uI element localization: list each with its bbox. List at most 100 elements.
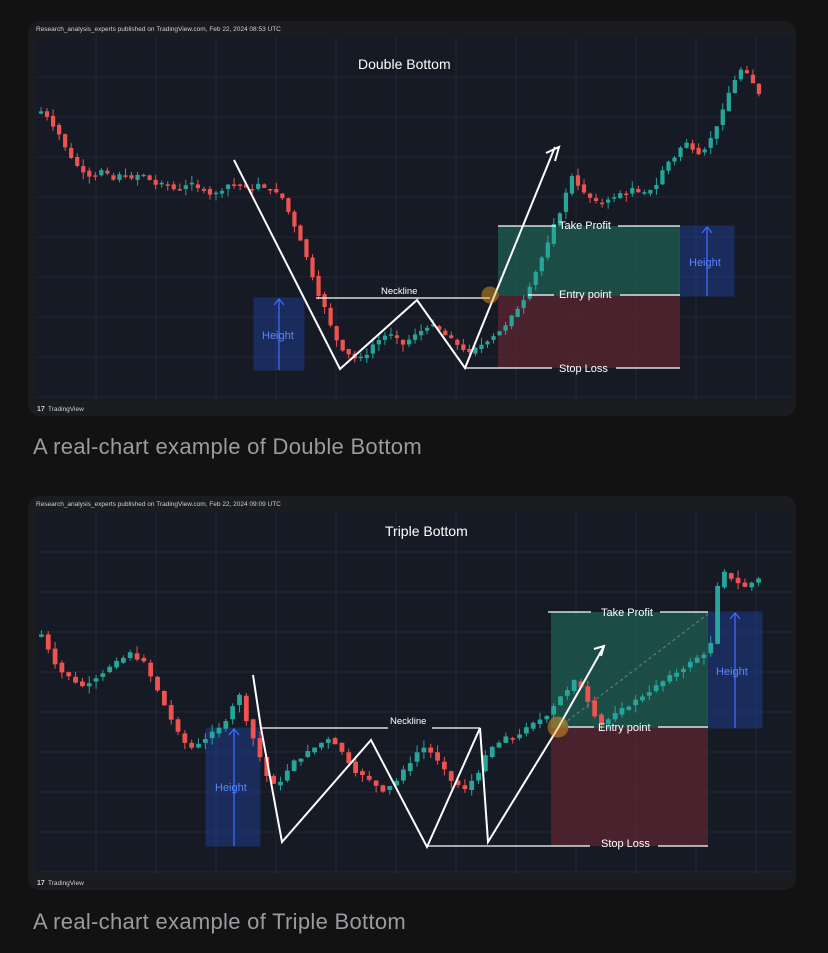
candle [93, 678, 99, 682]
candle [401, 769, 406, 781]
candle [111, 175, 116, 180]
candle [749, 582, 755, 588]
pattern-arrowhead [593, 644, 606, 657]
candle [419, 330, 424, 336]
candle [530, 722, 536, 729]
projection-dotted-line [557, 613, 709, 729]
candle [461, 344, 466, 350]
candle [533, 271, 538, 285]
tradingview-logo-icon: 17 [37, 406, 45, 413]
candle [636, 189, 641, 193]
candle [225, 184, 231, 189]
candle [73, 676, 78, 683]
candle [653, 685, 659, 691]
candle [667, 675, 673, 682]
candle [195, 184, 200, 189]
candle [87, 170, 92, 177]
candle [722, 571, 727, 588]
candle [358, 356, 363, 359]
candle [551, 706, 557, 715]
height-label-right: Height [689, 257, 721, 269]
height-arrowhead-right [701, 225, 713, 234]
candle [714, 126, 719, 139]
candle [412, 334, 418, 340]
candle [545, 242, 550, 258]
candle [44, 111, 50, 117]
candle [202, 739, 208, 743]
candle [93, 175, 98, 177]
candle [171, 184, 176, 190]
candle [660, 681, 666, 687]
candle [690, 143, 695, 150]
candles-double-bottom [38, 65, 762, 363]
candle [134, 653, 140, 660]
height-label-left: Height [262, 330, 294, 342]
candle [510, 738, 516, 740]
candle [278, 781, 283, 786]
candle [414, 752, 420, 762]
pattern-w-line [233, 146, 556, 371]
candle [382, 335, 388, 340]
candle [473, 347, 478, 354]
candle [237, 694, 242, 706]
candle [346, 349, 351, 355]
candle [141, 658, 147, 662]
brand-text: TradingView [48, 880, 84, 887]
loss-zone [498, 296, 680, 368]
candle [107, 666, 113, 673]
candle [557, 213, 562, 226]
candle [223, 721, 229, 729]
candle [527, 286, 532, 299]
candle [563, 192, 569, 212]
stop-loss-label: Stop Loss [559, 363, 608, 375]
candle [159, 182, 164, 185]
candle [425, 327, 430, 331]
candle [694, 657, 700, 663]
candle [648, 189, 653, 194]
candle [479, 344, 484, 349]
candle [612, 197, 617, 199]
take-profit-label: Take Profit [601, 607, 653, 619]
candle [332, 738, 338, 745]
candle [120, 657, 126, 663]
candle [346, 752, 352, 764]
candle [521, 300, 526, 308]
pattern-w-line [252, 647, 604, 850]
candle [544, 716, 550, 720]
candle [558, 696, 563, 706]
candle [175, 719, 181, 732]
candle [291, 760, 297, 772]
candle [147, 175, 152, 181]
candle [325, 739, 331, 743]
candle [105, 170, 110, 174]
chart-card-double-bottom: Research_analysis_experts published on T… [28, 21, 796, 416]
candle [455, 780, 461, 786]
candle [319, 742, 324, 748]
candle [373, 780, 379, 786]
candle [388, 334, 394, 336]
candle [509, 315, 514, 327]
candle [435, 752, 440, 761]
candle [654, 184, 659, 189]
candle [517, 734, 522, 739]
candle [216, 727, 222, 734]
candle [756, 578, 761, 583]
stop-loss-label: Stop Loss [601, 838, 650, 850]
candle [69, 147, 74, 158]
candle [250, 189, 255, 191]
candle [437, 326, 442, 331]
candle [322, 294, 327, 307]
candle [148, 662, 154, 677]
pattern-arrowhead [545, 145, 561, 162]
chart-title: Double Bottom [358, 56, 451, 72]
candle [196, 743, 201, 748]
publisher-text: Research_analysis_experts published on T… [36, 26, 281, 33]
candle [489, 746, 495, 757]
candle [630, 188, 635, 194]
caption-triple-bottom: A real-chart example of Triple Bottom [33, 909, 407, 934]
candle [219, 190, 225, 194]
candle [581, 184, 587, 193]
candle [268, 189, 273, 191]
candle [750, 74, 756, 84]
candle [578, 681, 584, 688]
